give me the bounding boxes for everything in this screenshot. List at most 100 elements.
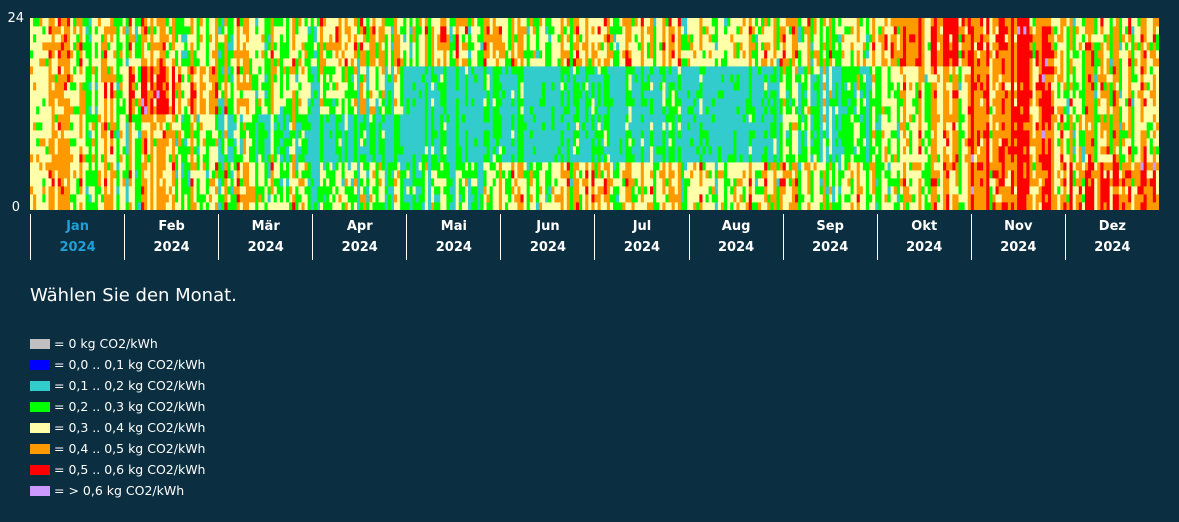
heatmap-cell: [609, 90, 614, 99]
heatmap-cell: [369, 42, 373, 51]
heatmap-cell: [270, 154, 275, 163]
heatmap-cell: [104, 18, 108, 27]
heatmap-cell: [94, 90, 99, 99]
heatmap-cell: [82, 50, 86, 59]
heatmap-cell: [393, 138, 398, 147]
heatmap-cell: [659, 130, 663, 139]
heatmap-cell: [409, 122, 413, 131]
heatmap-cell: [45, 18, 49, 27]
heatmap-cell: [378, 82, 383, 91]
heatmap-cell: [168, 50, 173, 59]
heatmap-cell: [97, 202, 102, 210]
heatmap-cell: [255, 34, 259, 43]
heatmap-cell: [397, 74, 401, 83]
heatmap-cell: [551, 194, 555, 203]
heatmap-cell: [298, 122, 302, 131]
heatmap-cell: [332, 18, 336, 27]
heatmap-cell: [609, 170, 614, 179]
heatmap-cell: [162, 66, 167, 75]
heatmap-cell: [347, 122, 352, 131]
heatmap-cell: [227, 154, 231, 163]
heatmap-cell: [94, 58, 99, 67]
heatmap-cell: [144, 34, 148, 43]
heatmap-cell: [249, 50, 253, 59]
heatmap-cell: [409, 154, 413, 163]
heatmap-cell: [566, 98, 571, 107]
heatmap-cell: [397, 82, 401, 91]
heatmap-cell: [486, 18, 491, 27]
heatmap-cell: [208, 194, 213, 203]
heatmap-cell: [387, 194, 392, 203]
heatmap-cell: [319, 122, 324, 131]
heatmap-cell: [162, 138, 167, 147]
heatmap-cell: [600, 90, 605, 99]
heatmap-cell: [650, 18, 654, 27]
heatmap-cell: [119, 114, 123, 123]
heatmap-cell: [42, 34, 46, 43]
heatmap-cell: [85, 74, 89, 83]
heatmap-cell: [82, 194, 86, 203]
heatmap-cell: [671, 194, 676, 203]
heatmap-cell: [498, 18, 503, 27]
heatmap-cell: [619, 194, 623, 203]
heatmap-cell: [295, 26, 299, 35]
heatmap-cell: [554, 170, 558, 179]
heatmap-cell: [575, 170, 580, 179]
heatmap-cell: [181, 122, 185, 131]
heatmap-cell: [168, 130, 173, 139]
heatmap-cell: [600, 18, 605, 27]
heatmap-cell: [477, 122, 481, 131]
heatmap-cell: [67, 82, 71, 91]
heatmap-cell: [323, 82, 327, 91]
heatmap-cell: [147, 82, 151, 91]
heatmap-cell: [292, 146, 296, 155]
heatmap-cell: [566, 138, 571, 147]
heatmap-cell: [409, 146, 413, 155]
heatmap-cell: [249, 178, 253, 187]
heatmap-cell: [653, 26, 657, 35]
heatmap-cell: [202, 34, 207, 43]
heatmap-cell: [57, 42, 62, 51]
heatmap-cell: [39, 138, 43, 147]
heatmap-cell: [446, 98, 450, 107]
heatmap-cell: [326, 90, 330, 99]
heatmap-cell: [443, 114, 447, 123]
heatmap-cell: [628, 18, 632, 27]
heatmap-cell: [446, 34, 450, 43]
heatmap-cell: [554, 122, 558, 131]
heatmap-cell: [60, 170, 65, 179]
heatmap-cell: [341, 98, 346, 107]
heatmap-cell: [326, 114, 330, 123]
heatmap-cell: [650, 50, 654, 59]
heatmap-cell: [591, 90, 595, 99]
heatmap-cell: [236, 18, 241, 27]
heatmap-cell: [668, 162, 673, 171]
heatmap-cell: [662, 34, 666, 43]
heatmap-cell: [508, 98, 512, 107]
heatmap-cell: [378, 90, 383, 99]
heatmap-cell: [631, 170, 635, 179]
heatmap-cell: [542, 138, 546, 147]
heatmap-cell: [653, 74, 657, 83]
heatmap-cell: [301, 154, 305, 163]
heatmap-cell: [600, 202, 605, 210]
heatmap-cell: [517, 154, 521, 163]
heatmap-cell: [449, 90, 453, 99]
heatmap-cell: [196, 26, 201, 35]
heatmap-cell: [606, 122, 611, 131]
heatmap-cell: [131, 90, 136, 99]
heatmap-cell: [643, 194, 648, 203]
heatmap-cell: [594, 34, 598, 43]
heatmap-cell: [585, 74, 589, 83]
heatmap-cell: [483, 26, 487, 35]
heatmap-cell: [418, 146, 423, 155]
heatmap-cell: [526, 138, 531, 147]
heatmap-cell: [122, 154, 127, 163]
heatmap-cell: [542, 74, 546, 83]
heatmap-cell: [307, 194, 312, 203]
heatmap-cell: [659, 74, 663, 83]
heatmap-cell: [33, 138, 37, 147]
heatmap-cell: [409, 18, 413, 27]
heatmap-cell: [128, 106, 133, 115]
heatmap-cell: [94, 74, 99, 83]
